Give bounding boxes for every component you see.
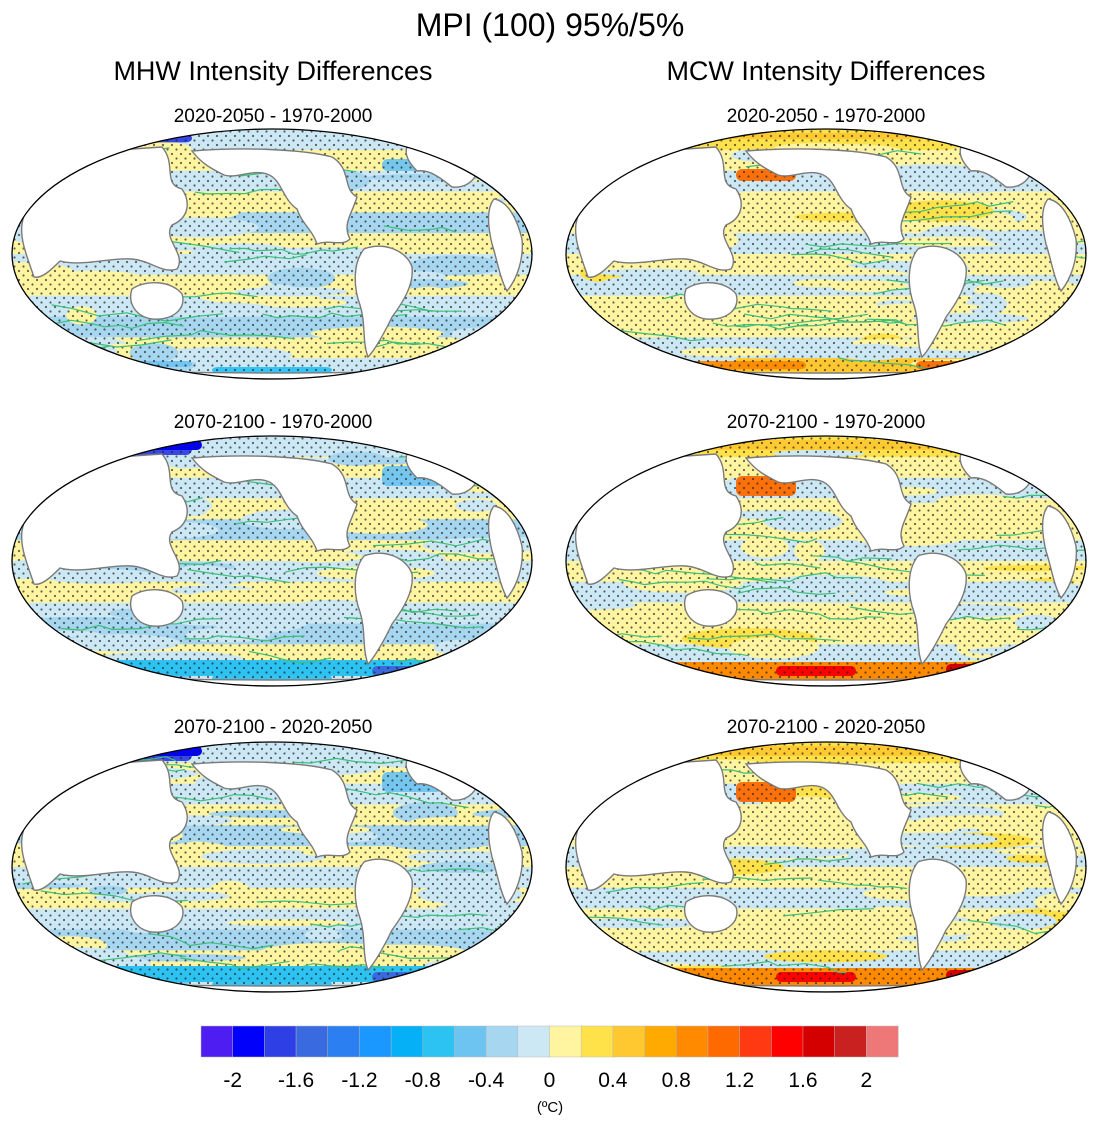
colorbar-swatch <box>771 1025 804 1058</box>
colorbar-swatch <box>517 1025 551 1058</box>
map-panel-mcw-1 <box>565 128 1087 380</box>
colorbar-tick-label: 1.6 <box>788 1069 817 1092</box>
colorbar: -2 -1.6 -1.2 -0.8 -0.4 0 0.4 0.8 1.2 1.6 2 <box>200 1025 899 1092</box>
colorbar-swatch <box>327 1025 360 1058</box>
colorbar-unit: (ºC) <box>537 1099 563 1116</box>
panel-title-mhw-2: 2070-2100 - 1970-2000 <box>174 412 373 433</box>
colorbar-tick-label: -1.2 <box>341 1069 377 1092</box>
column-title-mhw: MHW Intensity Differences <box>113 56 432 86</box>
colorbar-swatch <box>739 1025 772 1058</box>
colorbar-tick-label: 1.2 <box>725 1069 754 1092</box>
colorbar-swatch <box>866 1025 899 1058</box>
colorbar-swatch <box>644 1025 677 1058</box>
colorbar-swatch <box>707 1025 741 1058</box>
map-border <box>11 741 533 993</box>
map-panel-mcw-3 <box>565 741 1087 993</box>
map-border <box>565 128 1087 380</box>
map-panel-mcw-2 <box>565 435 1087 687</box>
colorbar-swatch <box>675 1025 709 1058</box>
colorbar-swatch <box>200 1025 234 1058</box>
colorbar-tick-label: 0.4 <box>598 1069 628 1092</box>
panel-title-mhw-1: 2020-2050 - 1970-2000 <box>174 106 373 127</box>
colorbar-tick-label: 0 <box>544 1069 556 1092</box>
map-border <box>11 128 533 380</box>
colorbar-swatch <box>549 1025 582 1058</box>
colorbar-swatch <box>390 1025 424 1058</box>
panel-title-mhw-3: 2070-2100 - 2020-2050 <box>174 717 373 738</box>
colorbar-tick-label: -0.8 <box>405 1069 441 1092</box>
map-panel-mhw-3 <box>11 741 533 993</box>
colorbar-swatch <box>359 1025 392 1058</box>
map-border <box>11 435 533 687</box>
colorbar-swatch <box>580 1025 614 1058</box>
colorbar-swatch <box>232 1025 265 1058</box>
column-title-mcw: MCW Intensity Differences <box>666 56 985 86</box>
colorbar-swatch <box>834 1025 867 1058</box>
colorbar-swatch <box>295 1025 329 1058</box>
colorbar-tick-label: -1.6 <box>278 1069 314 1092</box>
panel-title-mcw-1: 2020-2050 - 1970-2000 <box>727 106 926 127</box>
colorbar-tick-label: -0.4 <box>468 1069 505 1092</box>
colorbar-swatch <box>612 1025 646 1058</box>
map-panel-mhw-2 <box>11 435 533 687</box>
colorbar-swatch <box>485 1025 519 1058</box>
panel-title-mcw-3: 2070-2100 - 2020-2050 <box>727 717 926 738</box>
figure-title: MPI (100) 95%/5% <box>416 7 685 43</box>
colorbar-tick-label: -2 <box>223 1069 242 1092</box>
map-border <box>565 741 1087 993</box>
colorbar-tick-label: 0.8 <box>662 1069 691 1092</box>
colorbar-swatch <box>454 1025 487 1058</box>
colorbar-tick-label: 2 <box>860 1069 872 1092</box>
colorbar-swatch <box>264 1025 297 1058</box>
map-border <box>565 435 1087 687</box>
colorbar-swatch <box>802 1025 836 1058</box>
colorbar-swatch <box>422 1025 456 1058</box>
panel-title-mcw-2: 2070-2100 - 1970-2000 <box>727 412 926 433</box>
